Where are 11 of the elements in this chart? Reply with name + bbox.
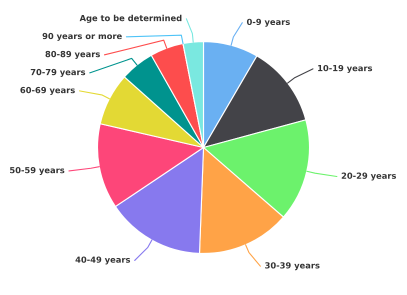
slice-label: 0-9 years (246, 18, 290, 27)
slice-label: Age to be determined (80, 14, 182, 23)
slice-label: 80-89 years (46, 50, 100, 59)
slice-label: 10-19 years (318, 64, 372, 73)
slice-label: 20-29 years (342, 172, 396, 181)
category-label: 90 years or more (42, 32, 122, 41)
slice-label: 60-69 years (20, 86, 75, 95)
slice-label: 50-59 years (10, 166, 64, 175)
slice-label: 40-49 years (76, 256, 130, 264)
slice-label: 30-39 years (265, 262, 320, 270)
slice-label: 70-79 years (30, 68, 86, 77)
